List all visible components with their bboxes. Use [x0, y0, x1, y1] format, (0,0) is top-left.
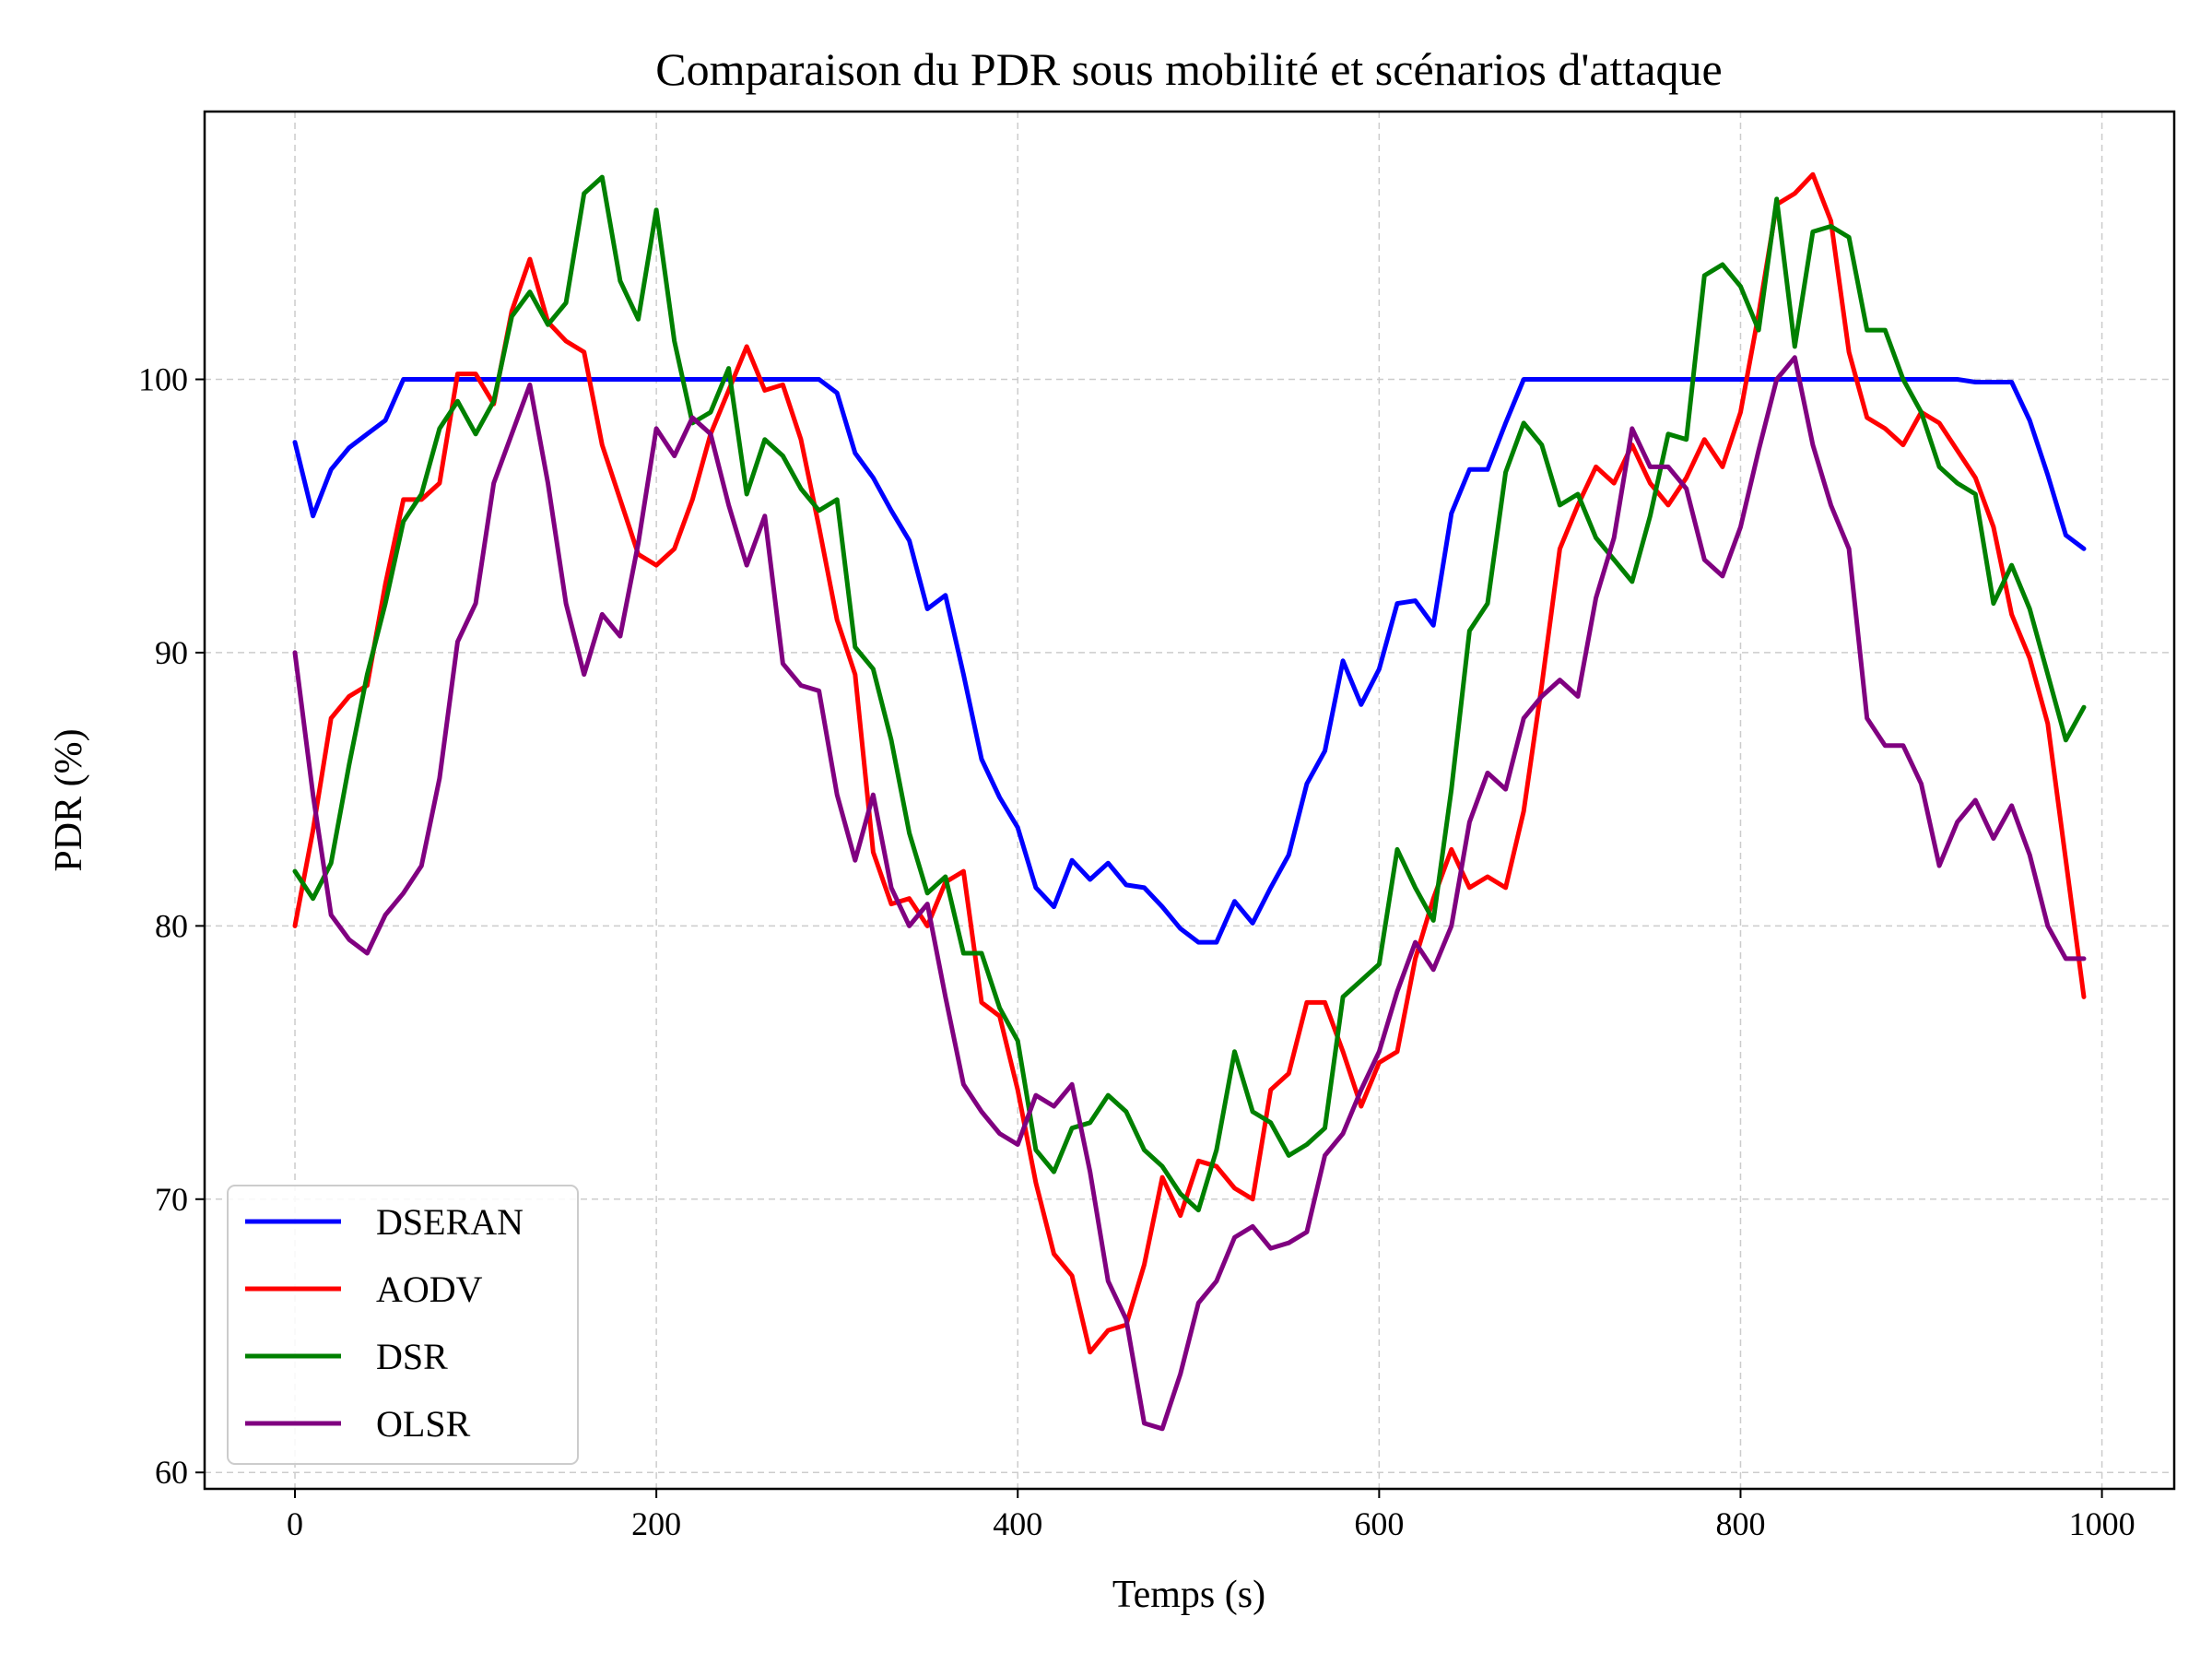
x-axis-label: Temps (s): [1112, 1574, 1265, 1616]
y-tick-label: 60: [155, 1454, 188, 1491]
legend-label-dsr: DSR: [376, 1336, 448, 1377]
y-tick-label: 90: [155, 634, 188, 671]
y-tick-label: 80: [155, 907, 188, 944]
series-line-dsr: [292, 174, 2087, 1213]
x-tick-label: 600: [1354, 1505, 1404, 1542]
y-tick-label: 70: [155, 1181, 188, 1218]
legend-label-olsr: OLSR: [376, 1403, 471, 1445]
legend-label-aodv: AODV: [376, 1269, 483, 1310]
x-tick-label: 0: [287, 1505, 303, 1542]
plot-frame: [203, 110, 2176, 1491]
series-line-dseran: [292, 377, 2087, 945]
legend: DSERAN AODV DSR OLSR: [227, 1185, 579, 1465]
x-tick-label: 200: [631, 1505, 681, 1542]
series-line-olsr: [292, 355, 2087, 1432]
x-tick-label: 400: [993, 1505, 1042, 1542]
y-tick-label: 100: [138, 361, 188, 398]
x-tick-label: 1000: [2069, 1505, 2136, 1542]
series-lines: [292, 171, 2087, 1432]
y-axis-label: PDR (%): [48, 728, 90, 871]
legend-items: DSERAN AODV DSR OLSR: [245, 1201, 524, 1445]
chart-title: Comparaison du PDR sous mobilité et scén…: [655, 43, 1722, 95]
axis-ticks: 0 200 400 600 800 1000 60 70 80 90 100: [138, 361, 2136, 1543]
grid-lines: [205, 112, 2174, 1489]
legend-label-dseran: DSERAN: [376, 1201, 524, 1243]
x-tick-label: 800: [1715, 1505, 1765, 1542]
legend-box: [227, 1185, 579, 1465]
series-line-aodv: [292, 171, 2087, 1355]
